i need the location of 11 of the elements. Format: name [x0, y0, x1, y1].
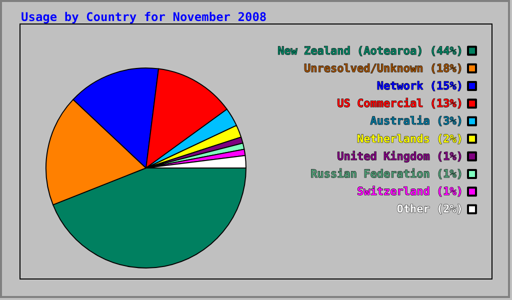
legend-label: US Commercial (13%) [337, 97, 463, 110]
legend-label: Russian Federation (1%) [310, 168, 463, 180]
legend-label: Other (2%) [396, 202, 463, 216]
legend-label: Switzerland (1%) [357, 185, 463, 198]
legend-label: New Zealand (Aotearoa) (44%) [278, 44, 463, 58]
legend-label: Unresolved/Unknown (18%) [304, 62, 463, 75]
legend-label: Network (15%) [376, 80, 463, 92]
legend-label: Netherlands (2%) [357, 132, 463, 146]
legend-label: United Kingdom (1%) [337, 150, 463, 163]
chart-title: Usage by Country for November 2008 [21, 10, 267, 24]
legend-label: Australia (3%) [370, 114, 463, 128]
